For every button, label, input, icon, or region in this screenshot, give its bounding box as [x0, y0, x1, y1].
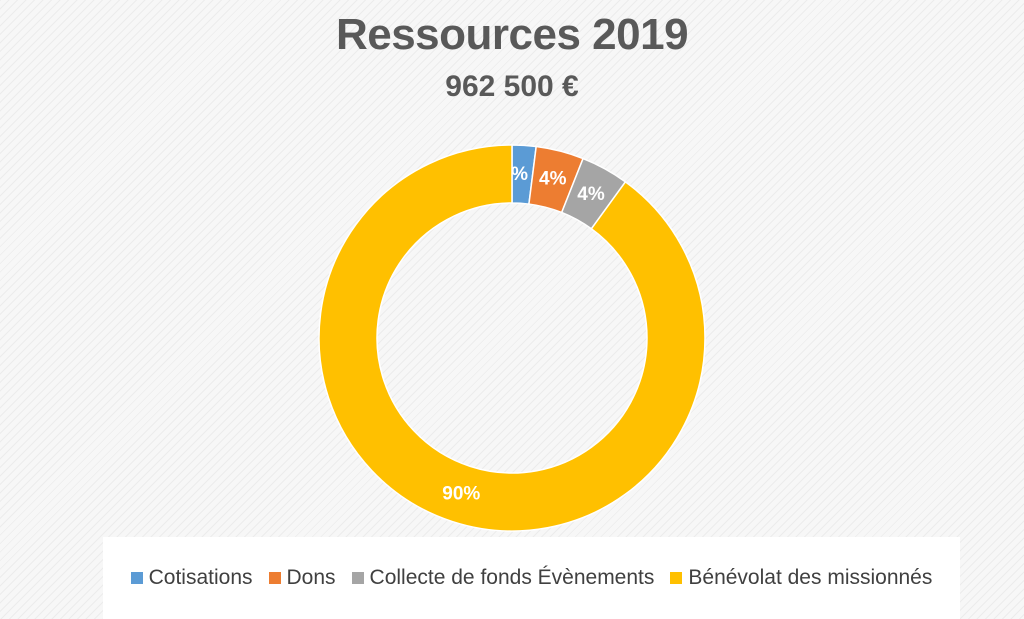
legend-swatch-dons: [268, 572, 281, 584]
chart-subtitle: 962 500 €: [445, 70, 579, 103]
legend-item-cotisations: Cotisations: [130, 566, 253, 590]
data-label-dons: 4%: [539, 169, 567, 190]
data-label-collecte: 4%: [577, 184, 605, 205]
chart-title: Ressources 2019: [335, 10, 689, 59]
legend-label-cotisations: Cotisations: [148, 566, 253, 589]
legend-swatch-collecte: [351, 572, 364, 584]
legend-item-benevolat: Bénévolat des missionnés: [670, 566, 932, 590]
data-label-benevolat: 90%: [442, 483, 480, 504]
legend-label-dons: Dons: [286, 566, 336, 589]
legend-swatch-benevolat: [670, 572, 683, 584]
legend-swatch-cotisations: [130, 572, 143, 584]
slice-benevolat: [318, 144, 706, 532]
legend-label-benevolat: Bénévolat des missionnés: [688, 566, 933, 589]
legend-item-dons: Dons: [268, 566, 336, 590]
legend-item-collecte: Collecte de fonds Évènements: [351, 566, 655, 590]
legend: Cotisations Dons Collecte de fonds Évène…: [103, 537, 960, 619]
legend-label-collecte: Collecte de fonds Évènements: [369, 566, 655, 589]
